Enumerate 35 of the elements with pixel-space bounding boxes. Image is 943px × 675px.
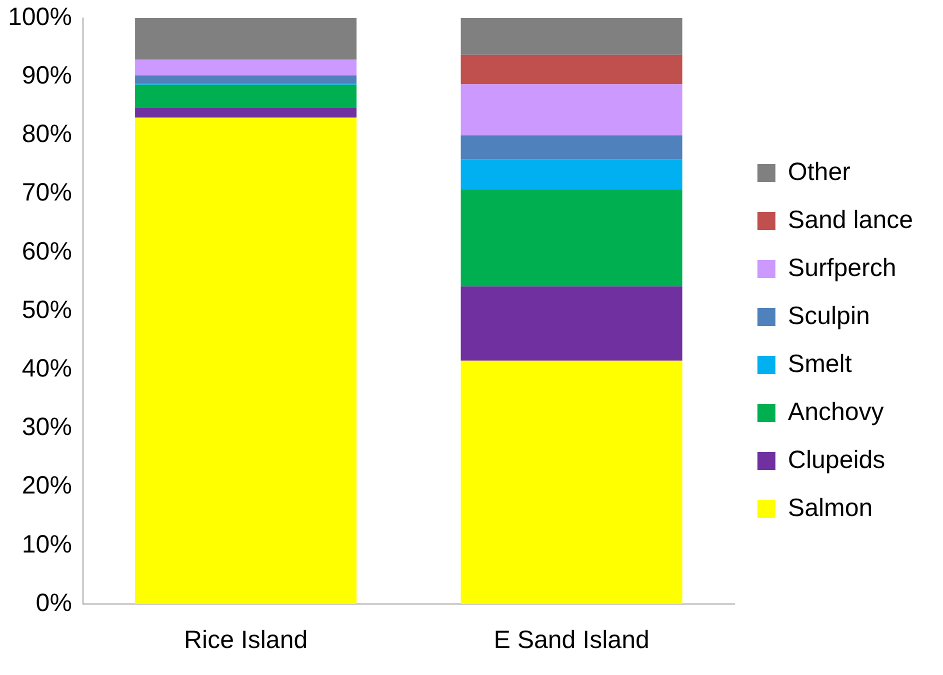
bar	[460, 18, 682, 55]
legend-label: Salmon	[788, 494, 873, 522]
legend-label: Other	[788, 158, 850, 186]
y-tick-label: 70%	[22, 178, 72, 207]
legend-label: Clupeids	[788, 446, 886, 474]
bar	[460, 189, 682, 286]
y-tick-label: 90%	[22, 61, 72, 90]
y-tick-label: 30%	[22, 413, 72, 442]
bar	[135, 18, 357, 60]
legend-label: Sand lance	[788, 206, 914, 234]
x-tick-label: E Sand Island	[494, 626, 650, 654]
y-tick-label: 20%	[22, 472, 72, 500]
bar	[460, 135, 682, 160]
y-tick-label: 40%	[22, 354, 72, 382]
bar	[135, 108, 357, 118]
bar	[460, 360, 682, 604]
bar	[460, 84, 682, 136]
bar	[460, 286, 682, 361]
legend-label: Smelt	[788, 350, 852, 378]
legend-label: Surfperch	[788, 254, 896, 282]
y-tick-label: 50%	[22, 296, 72, 324]
y-tick-label: 10%	[22, 530, 72, 558]
bar	[460, 54, 682, 84]
bar	[460, 159, 682, 190]
legend-label: Anchovy	[788, 398, 884, 426]
bar	[135, 118, 357, 604]
legend-label: Sculpin	[788, 302, 870, 330]
bar	[135, 84, 357, 108]
bar	[135, 75, 357, 84]
y-tick-label: 60%	[22, 237, 72, 266]
bar	[135, 60, 357, 76]
y-tick-label: 100%	[8, 2, 72, 31]
y-tick-label: 0%	[36, 588, 72, 617]
x-tick-label: Rice Island	[184, 626, 308, 654]
y-tick-label: 80%	[22, 120, 72, 148]
